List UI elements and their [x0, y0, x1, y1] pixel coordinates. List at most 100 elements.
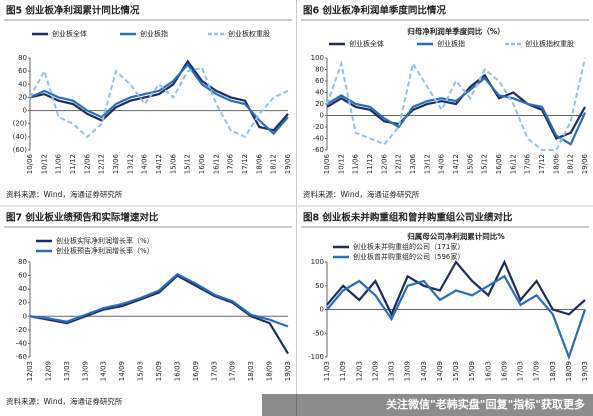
legend-label: 创业板指 [140, 29, 168, 38]
x-tick-label: 16/09 [500, 361, 508, 381]
source-note: 资料来源：Wind，海通证券研究所 [303, 189, 420, 199]
x-tick-label: 18/06 [255, 153, 263, 174]
x-tick-label: 14/09 [118, 361, 126, 381]
y-tick-label: (40) [13, 133, 28, 141]
x-tick-label: 12/03 [26, 361, 34, 381]
x-tick-label: 12/03 [355, 361, 363, 381]
x-tick-label: 13/12 [423, 154, 431, 174]
x-tick-label: 12/12 [395, 154, 403, 174]
legend-label: 创业板指 [437, 39, 465, 48]
y-tick-label: 100 [311, 258, 324, 266]
x-tick-label: 12/09 [371, 361, 379, 381]
source-note: 资料来源：Wind，海通证券研究所 [6, 396, 123, 406]
x-tick-label: 12/06 [83, 153, 91, 174]
x-tick-label: 14/12 [155, 154, 163, 174]
x-tick-label: 16/06 [495, 153, 503, 174]
series-line [326, 259, 586, 317]
x-tick-label: 15/03 [137, 361, 145, 381]
x-tick-label: 18/06 [552, 153, 560, 174]
x-tick-label: 10/12 [40, 154, 48, 174]
series-line [326, 76, 587, 146]
x-tick-label: 15/12 [184, 154, 192, 174]
x-tick-label: 16/09 [192, 361, 200, 381]
y-tick-label: 0 [23, 107, 27, 115]
x-tick-label: 11/09 [339, 361, 347, 381]
x-tick-label: 18/09 [565, 361, 573, 381]
chart-subtitle: 归母净利润单季度同比（%） [407, 26, 505, 36]
source-note: 资料来源：Wind，海通证券研究所 [6, 189, 123, 199]
x-tick-label: 16/03 [173, 361, 181, 381]
legend-label: 创业板曾并购重组的公司（596家） [353, 252, 464, 261]
x-tick-label: 11/12 [366, 154, 374, 174]
x-tick-label: 10/06 [26, 153, 34, 174]
x-tick-label: 15/06 [466, 153, 474, 174]
x-tick-label: 16/03 [484, 361, 492, 381]
x-tick-label: 16/12 [212, 154, 220, 174]
y-tick-label: 80 [18, 54, 27, 62]
x-tick-label: 14/03 [100, 361, 108, 381]
x-tick-label: 13/12 [126, 154, 134, 174]
y-tick-label: 60 [18, 272, 27, 280]
x-tick-label: 10/12 [337, 154, 345, 174]
x-tick-label: 11/12 [69, 154, 77, 174]
series-line [29, 66, 289, 139]
y-tick-label: (20) [13, 120, 28, 128]
x-tick-label: 19/03 [581, 361, 589, 381]
y-tick-label: 0 [320, 112, 324, 120]
x-tick-label: 17/03 [517, 361, 525, 381]
x-tick-label: 17/12 [538, 154, 546, 174]
x-tick-label: 19/06 [581, 153, 589, 174]
x-tick-label: 15/09 [468, 361, 476, 381]
x-tick-label: 12/09 [44, 361, 52, 381]
x-tick-label: 15/03 [452, 361, 460, 381]
y-tick-label: -40 [313, 135, 324, 143]
legend-label: 创业板全体 [52, 29, 87, 38]
x-tick-label: 17/09 [229, 361, 237, 381]
x-tick-label: 14/09 [436, 361, 444, 381]
series-line [29, 62, 289, 136]
series-line [29, 59, 289, 132]
x-tick-label: 14/06 [438, 153, 446, 174]
x-tick-label: 17/03 [210, 361, 218, 381]
x-tick-label: 15/12 [481, 154, 489, 174]
y-tick-label: -20 [16, 326, 27, 334]
y-tick-label: 20 [18, 93, 27, 101]
x-tick-label: 13/03 [63, 361, 71, 381]
y-tick-label: 0 [320, 306, 324, 314]
y-tick-label: (60) [13, 146, 28, 154]
x-tick-label: 17/09 [533, 361, 541, 381]
y-tick-label: 0 [23, 312, 27, 320]
x-tick-label: 17/06 [524, 153, 532, 174]
x-tick-label: 17/06 [227, 153, 235, 174]
x-tick-label: 18/09 [266, 361, 274, 381]
y-tick-label: 50 [315, 282, 324, 290]
y-tick-label: -50 [313, 329, 324, 337]
x-tick-label: 14/12 [452, 154, 460, 174]
x-tick-label: 18/12 [567, 154, 575, 174]
x-tick-label: 19/06 [284, 153, 292, 174]
x-tick-label: 12/12 [98, 154, 106, 174]
legend-label: 创业板预告净利润增长率（%） [56, 246, 154, 255]
x-tick-label: 13/03 [388, 361, 396, 381]
x-tick-label: 14/03 [420, 361, 428, 381]
y-tick-label: -40 [16, 339, 27, 347]
x-tick-label: 18/03 [247, 361, 255, 381]
series-line [326, 57, 586, 151]
y-tick-label: -100 [308, 353, 324, 361]
x-tick-label: 13/06 [409, 153, 417, 174]
x-tick-label: 10/06 [323, 153, 331, 174]
y-tick-label: -60 [16, 353, 27, 361]
y-tick-label: -20 [313, 123, 324, 131]
x-tick-label: 13/09 [404, 361, 412, 381]
y-tick-label: 20 [18, 299, 27, 307]
x-tick-label: 15/06 [169, 153, 177, 174]
x-tick-label: 13/06 [112, 153, 120, 174]
legend-label: 创业板全体 [349, 39, 384, 48]
y-tick-label: 60 [18, 67, 27, 75]
series-line [326, 73, 586, 140]
y-tick-label: -60 [313, 146, 324, 154]
series-line [326, 274, 587, 361]
y-tick-label: 20 [315, 100, 324, 108]
y-tick-label: 80 [315, 66, 324, 74]
